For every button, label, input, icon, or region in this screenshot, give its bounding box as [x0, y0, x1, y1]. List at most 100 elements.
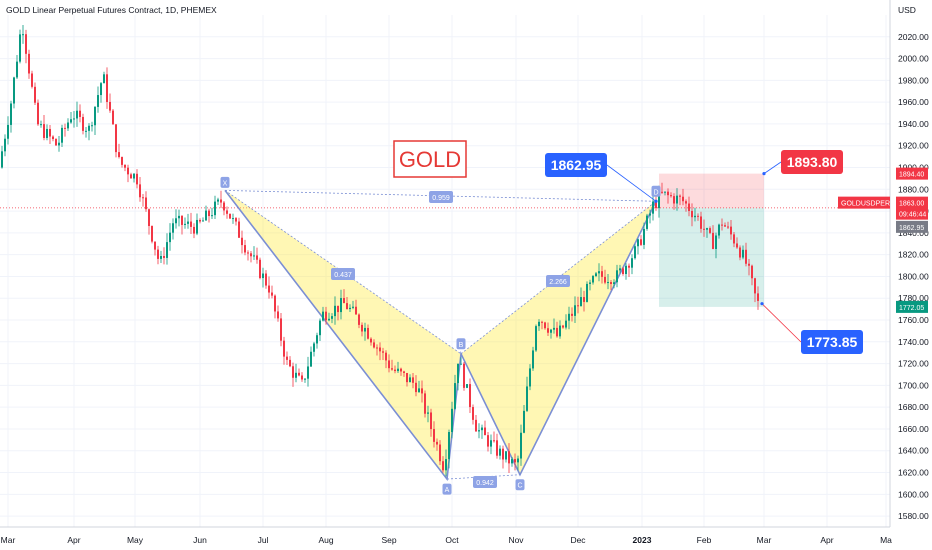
target-price-tag-bg [896, 167, 928, 180]
candle-body [619, 268, 621, 271]
callout-entry-box [545, 153, 607, 177]
candle-body [310, 351, 312, 367]
candle-body [502, 448, 504, 460]
y-tick-label: 1640.00 [898, 446, 929, 456]
candle-body [457, 363, 459, 384]
candle-body [736, 243, 738, 248]
candle-body [397, 368, 399, 372]
entry-price-tag-bg [896, 220, 928, 233]
candle-body [85, 130, 87, 132]
ratio-badge [546, 275, 570, 287]
pattern-point-badge [456, 338, 466, 350]
currency-label: USD [898, 5, 916, 15]
candle-body [448, 432, 450, 460]
entry-price-tag: 1862.95 [899, 225, 924, 232]
pattern-ratio-line [460, 200, 657, 355]
candle-body [565, 320, 567, 328]
candle-body [343, 298, 345, 304]
candle-body [631, 258, 633, 268]
candle-body [244, 245, 246, 253]
ratio-label: 0.942 [476, 480, 494, 487]
candle-body [115, 124, 117, 153]
candle-body [691, 210, 693, 218]
x-tick-label: Apr [67, 535, 80, 545]
candle-body [154, 241, 156, 250]
candle-body [157, 249, 159, 259]
candle-body [94, 106, 96, 126]
pattern-point-label: D [653, 189, 658, 196]
candle-body [499, 448, 501, 456]
candle-body [187, 221, 189, 224]
candle-body [463, 363, 465, 388]
candle-body [202, 220, 204, 222]
candle-body [535, 326, 537, 351]
candle-body [487, 435, 489, 447]
candle-body [331, 316, 333, 319]
candle-body [688, 203, 690, 211]
candle-body [598, 271, 600, 274]
candle-body [676, 195, 678, 204]
ratio-badge [473, 476, 497, 488]
candle-body [58, 142, 60, 146]
candle-body [277, 311, 279, 319]
candle-body [10, 103, 12, 125]
candle-body [55, 139, 57, 146]
candle-body [436, 441, 438, 445]
candle-body [613, 282, 615, 285]
candle-body [169, 232, 171, 243]
candle-body [286, 356, 288, 360]
candle-body [43, 124, 45, 138]
candle-body [262, 273, 264, 279]
y-tick-label: 1700.00 [898, 380, 929, 390]
pattern-triangle-xab [225, 190, 461, 480]
candle-body [283, 340, 285, 357]
candle-body [379, 347, 381, 352]
x-tick-label: Sep [381, 535, 396, 545]
candle-body [559, 325, 561, 337]
y-tick-label: 1840.00 [898, 228, 929, 238]
candle-body [724, 225, 726, 227]
candle-body [112, 110, 114, 125]
callout-stop-box [801, 330, 863, 354]
candle-body [655, 201, 657, 209]
y-tick-label: 2000.00 [898, 54, 929, 64]
candle-body [394, 369, 396, 372]
candle-body [454, 383, 456, 409]
candle-body [79, 110, 81, 117]
y-tick-label: 1980.00 [898, 75, 929, 85]
ratio-badge [429, 191, 453, 203]
x-tick-label: Feb [697, 535, 712, 545]
candle-body [628, 265, 630, 268]
callout-stop: 1773.85 [807, 334, 858, 350]
ratio-badge [331, 268, 355, 280]
candle-body [46, 128, 48, 138]
candle-body [130, 174, 132, 179]
x-tick-label: Ma [880, 535, 892, 545]
candle-body [709, 228, 711, 233]
candle-body [508, 451, 510, 464]
candle-body [445, 459, 447, 471]
candle-body [163, 256, 165, 258]
candle-body [184, 223, 186, 225]
gold-annotation: GOLD [399, 147, 461, 172]
gold-annotation-box [393, 140, 467, 178]
candle-body [142, 197, 144, 199]
pattern-triangle-bcd [461, 201, 656, 475]
candle-body [133, 173, 135, 179]
candle-body [550, 329, 552, 333]
candle-body [607, 282, 609, 284]
y-tick-label: 1740.00 [898, 337, 929, 347]
symbol-badge-bg [838, 196, 890, 209]
candle-body [592, 275, 594, 283]
y-axis-ticks: 1580.00 1600.00 1620.00 1640.00 1660.00 1680.… [898, 32, 929, 521]
candle-body [97, 95, 99, 107]
y-tick-label: 1580.00 [898, 511, 929, 521]
candle-body [52, 136, 54, 140]
y-tick-label: 1920.00 [898, 141, 929, 151]
candle-body [208, 210, 210, 217]
current-price-tag: 1863.00 [899, 201, 924, 208]
candle-body [316, 335, 318, 344]
candle-body [151, 226, 153, 242]
candle-body [247, 252, 249, 254]
candle-body [421, 388, 423, 394]
